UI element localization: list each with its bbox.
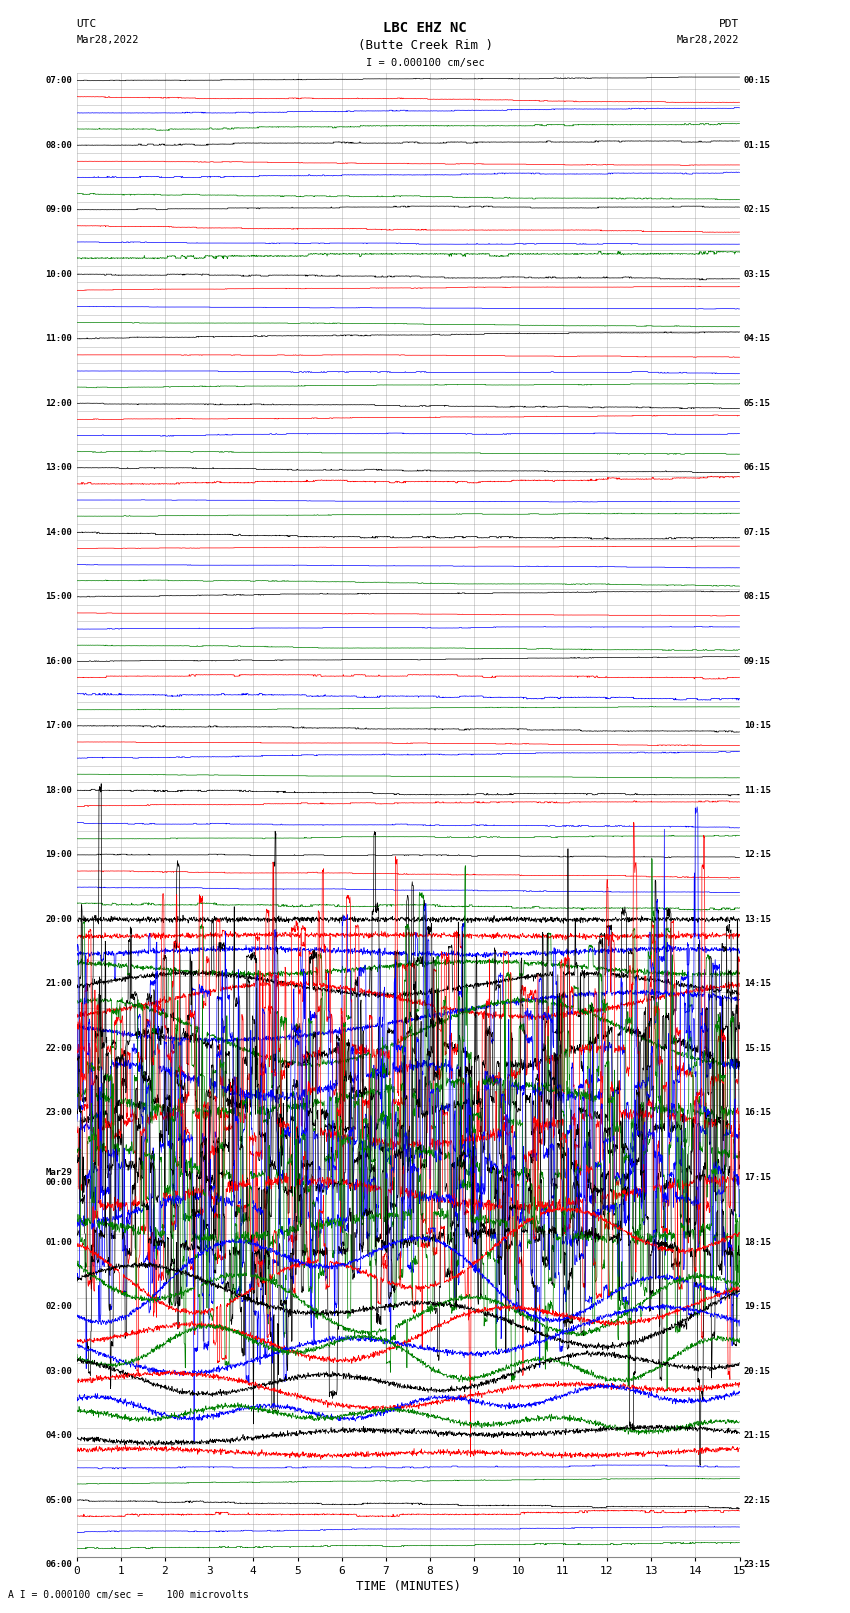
Text: 11:15: 11:15 <box>744 786 771 795</box>
Text: 08:15: 08:15 <box>744 592 771 602</box>
Text: 22:15: 22:15 <box>744 1495 771 1505</box>
Text: 07:00: 07:00 <box>45 76 72 85</box>
Text: 23:15: 23:15 <box>744 1560 771 1569</box>
Text: 13:15: 13:15 <box>744 915 771 924</box>
Text: 07:15: 07:15 <box>744 527 771 537</box>
Text: A I = 0.000100 cm/sec =    100 microvolts: A I = 0.000100 cm/sec = 100 microvolts <box>8 1590 249 1600</box>
Text: 05:00: 05:00 <box>45 1495 72 1505</box>
Text: 18:15: 18:15 <box>744 1237 771 1247</box>
Text: I = 0.000100 cm/sec: I = 0.000100 cm/sec <box>366 58 484 68</box>
Text: 15:15: 15:15 <box>744 1044 771 1053</box>
Text: 06:15: 06:15 <box>744 463 771 473</box>
Text: 09:00: 09:00 <box>45 205 72 215</box>
Text: 12:00: 12:00 <box>45 398 72 408</box>
Text: Mar28,2022: Mar28,2022 <box>677 35 740 45</box>
Text: PDT: PDT <box>719 19 740 29</box>
Text: 18:00: 18:00 <box>45 786 72 795</box>
Text: LBC EHZ NC: LBC EHZ NC <box>383 21 467 35</box>
Text: UTC: UTC <box>76 19 97 29</box>
Text: 21:00: 21:00 <box>45 979 72 989</box>
Text: 17:15: 17:15 <box>744 1173 771 1182</box>
Text: 19:15: 19:15 <box>744 1302 771 1311</box>
Text: Mar29
00:00: Mar29 00:00 <box>45 1168 72 1187</box>
Text: 14:15: 14:15 <box>744 979 771 989</box>
Text: 21:15: 21:15 <box>744 1431 771 1440</box>
Text: 10:15: 10:15 <box>744 721 771 731</box>
Text: 09:15: 09:15 <box>744 656 771 666</box>
Text: 02:15: 02:15 <box>744 205 771 215</box>
Text: 11:00: 11:00 <box>45 334 72 344</box>
Text: 20:00: 20:00 <box>45 915 72 924</box>
Text: 20:15: 20:15 <box>744 1366 771 1376</box>
Text: 13:00: 13:00 <box>45 463 72 473</box>
Text: 06:00: 06:00 <box>45 1560 72 1569</box>
Text: 10:00: 10:00 <box>45 269 72 279</box>
Text: 04:15: 04:15 <box>744 334 771 344</box>
Text: 05:15: 05:15 <box>744 398 771 408</box>
Text: 12:15: 12:15 <box>744 850 771 860</box>
Text: 16:15: 16:15 <box>744 1108 771 1118</box>
Text: 03:00: 03:00 <box>45 1366 72 1376</box>
Text: 16:00: 16:00 <box>45 656 72 666</box>
Text: 23:00: 23:00 <box>45 1108 72 1118</box>
Text: 22:00: 22:00 <box>45 1044 72 1053</box>
Text: 00:15: 00:15 <box>744 76 771 85</box>
Text: 03:15: 03:15 <box>744 269 771 279</box>
Text: 17:00: 17:00 <box>45 721 72 731</box>
Text: 15:00: 15:00 <box>45 592 72 602</box>
Text: 01:00: 01:00 <box>45 1237 72 1247</box>
Text: 01:15: 01:15 <box>744 140 771 150</box>
Text: (Butte Creek Rim ): (Butte Creek Rim ) <box>358 39 492 52</box>
Text: 19:00: 19:00 <box>45 850 72 860</box>
Text: 04:00: 04:00 <box>45 1431 72 1440</box>
Text: Mar28,2022: Mar28,2022 <box>76 35 139 45</box>
Text: 08:00: 08:00 <box>45 140 72 150</box>
Text: 14:00: 14:00 <box>45 527 72 537</box>
X-axis label: TIME (MINUTES): TIME (MINUTES) <box>355 1579 461 1592</box>
Text: 02:00: 02:00 <box>45 1302 72 1311</box>
